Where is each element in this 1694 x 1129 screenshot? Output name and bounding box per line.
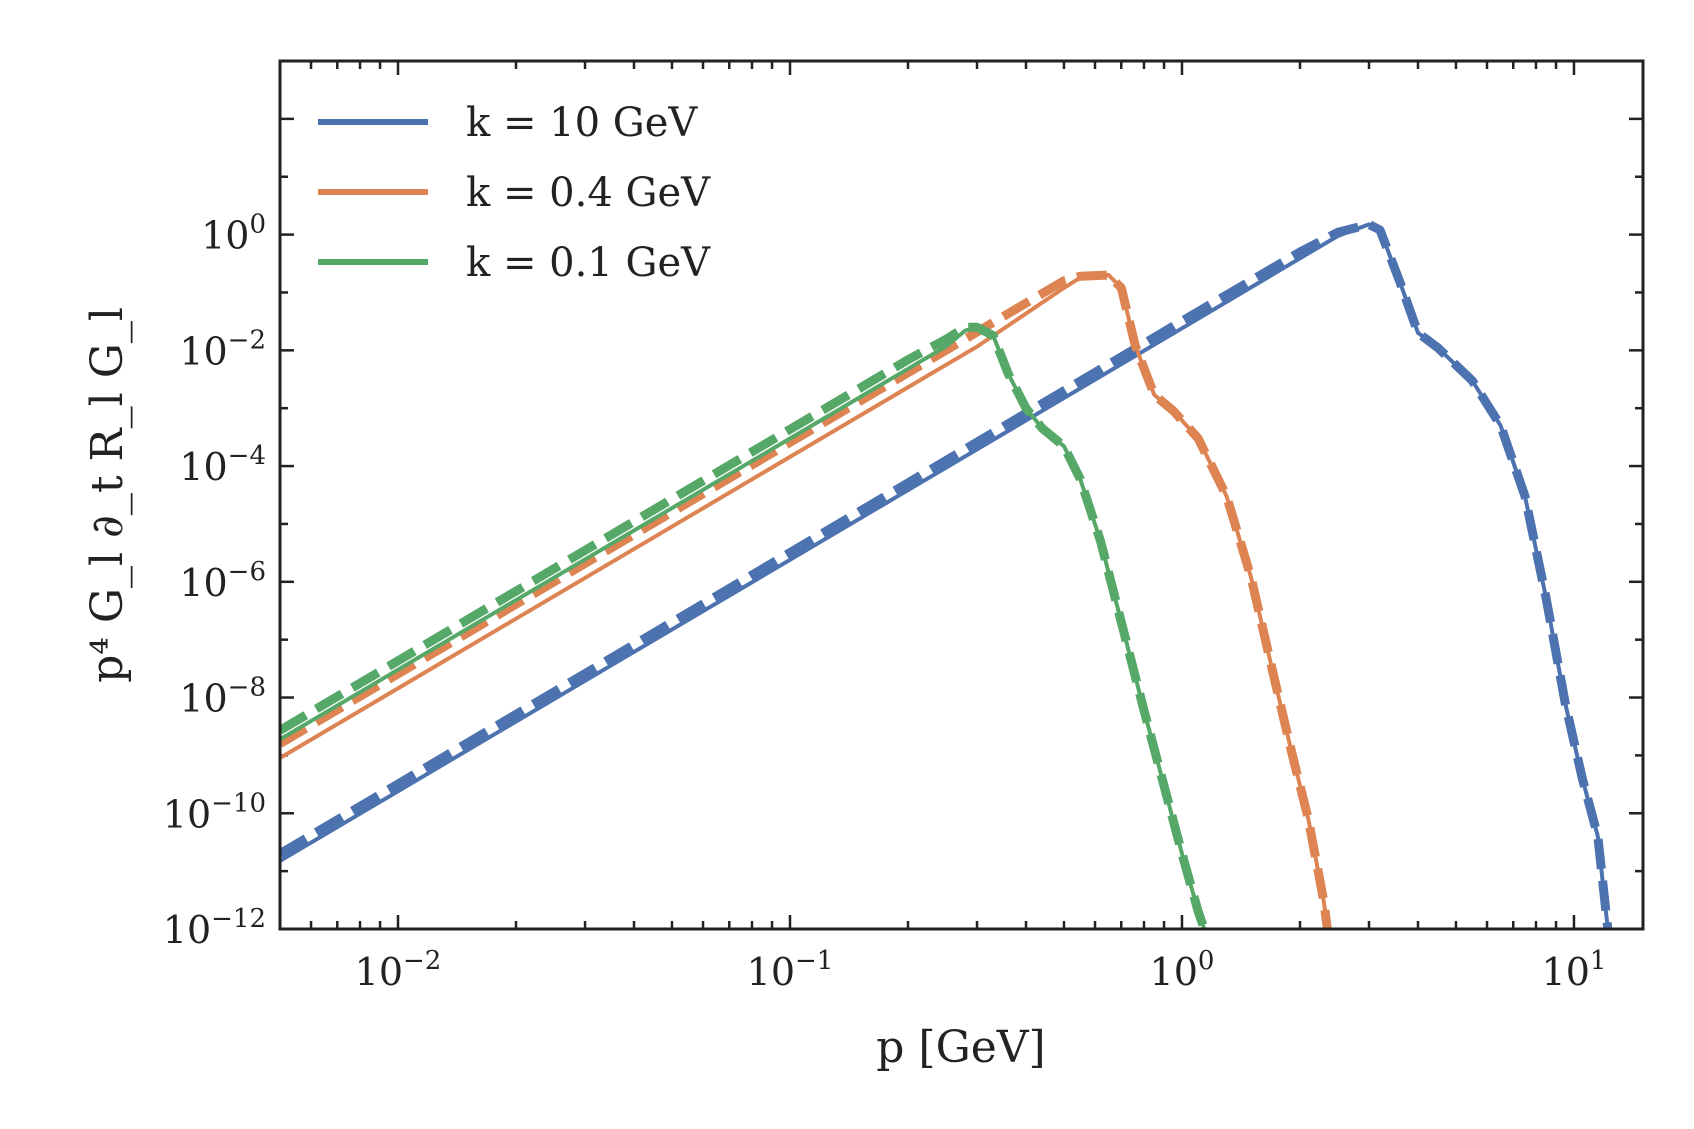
- y-axis-label: p⁴ G_l ∂_t R_l G_l: [82, 307, 133, 683]
- legend: k = 10 GeV k = 0.4 GeV k = 0.1 GeV: [318, 100, 711, 286]
- y-tick-label: 10−12: [163, 904, 266, 952]
- plot-area: [280, 61, 1643, 929]
- plot-frame: [278, 59, 1645, 931]
- x-tick-label: 10−2: [355, 946, 442, 994]
- y-tick-label: 10−8: [179, 673, 266, 721]
- x-tick-label: 100: [1150, 946, 1215, 994]
- legend-label-k04: k = 0.4 GeV: [466, 170, 711, 216]
- x-axis-label: p [GeV]: [876, 1022, 1045, 1073]
- series-line-dashed-0: [280, 219, 1613, 929]
- x-tick-label: 101: [1542, 946, 1607, 994]
- y-tick-label: 10−6: [179, 557, 266, 605]
- series-line-dashed-2: [280, 322, 1209, 929]
- y-tick-label: 10−10: [163, 788, 266, 836]
- tick-labels: 10−2 10−1 100 101 100 10−2 10−4 10−6 10−8 10−10 10…: [163, 210, 1607, 994]
- y-tick-label: 10−4: [179, 441, 266, 489]
- series-layer: [280, 219, 1613, 929]
- y-tick-label: 100: [201, 210, 266, 258]
- legend-label-k10: k = 10 GeV: [466, 100, 698, 146]
- x-tick-label: 10−1: [747, 946, 834, 994]
- series-line-dashed-1: [280, 270, 1332, 929]
- legend-label-k01: k = 0.1 GeV: [466, 240, 711, 286]
- y-tick-label: 10−2: [179, 325, 266, 373]
